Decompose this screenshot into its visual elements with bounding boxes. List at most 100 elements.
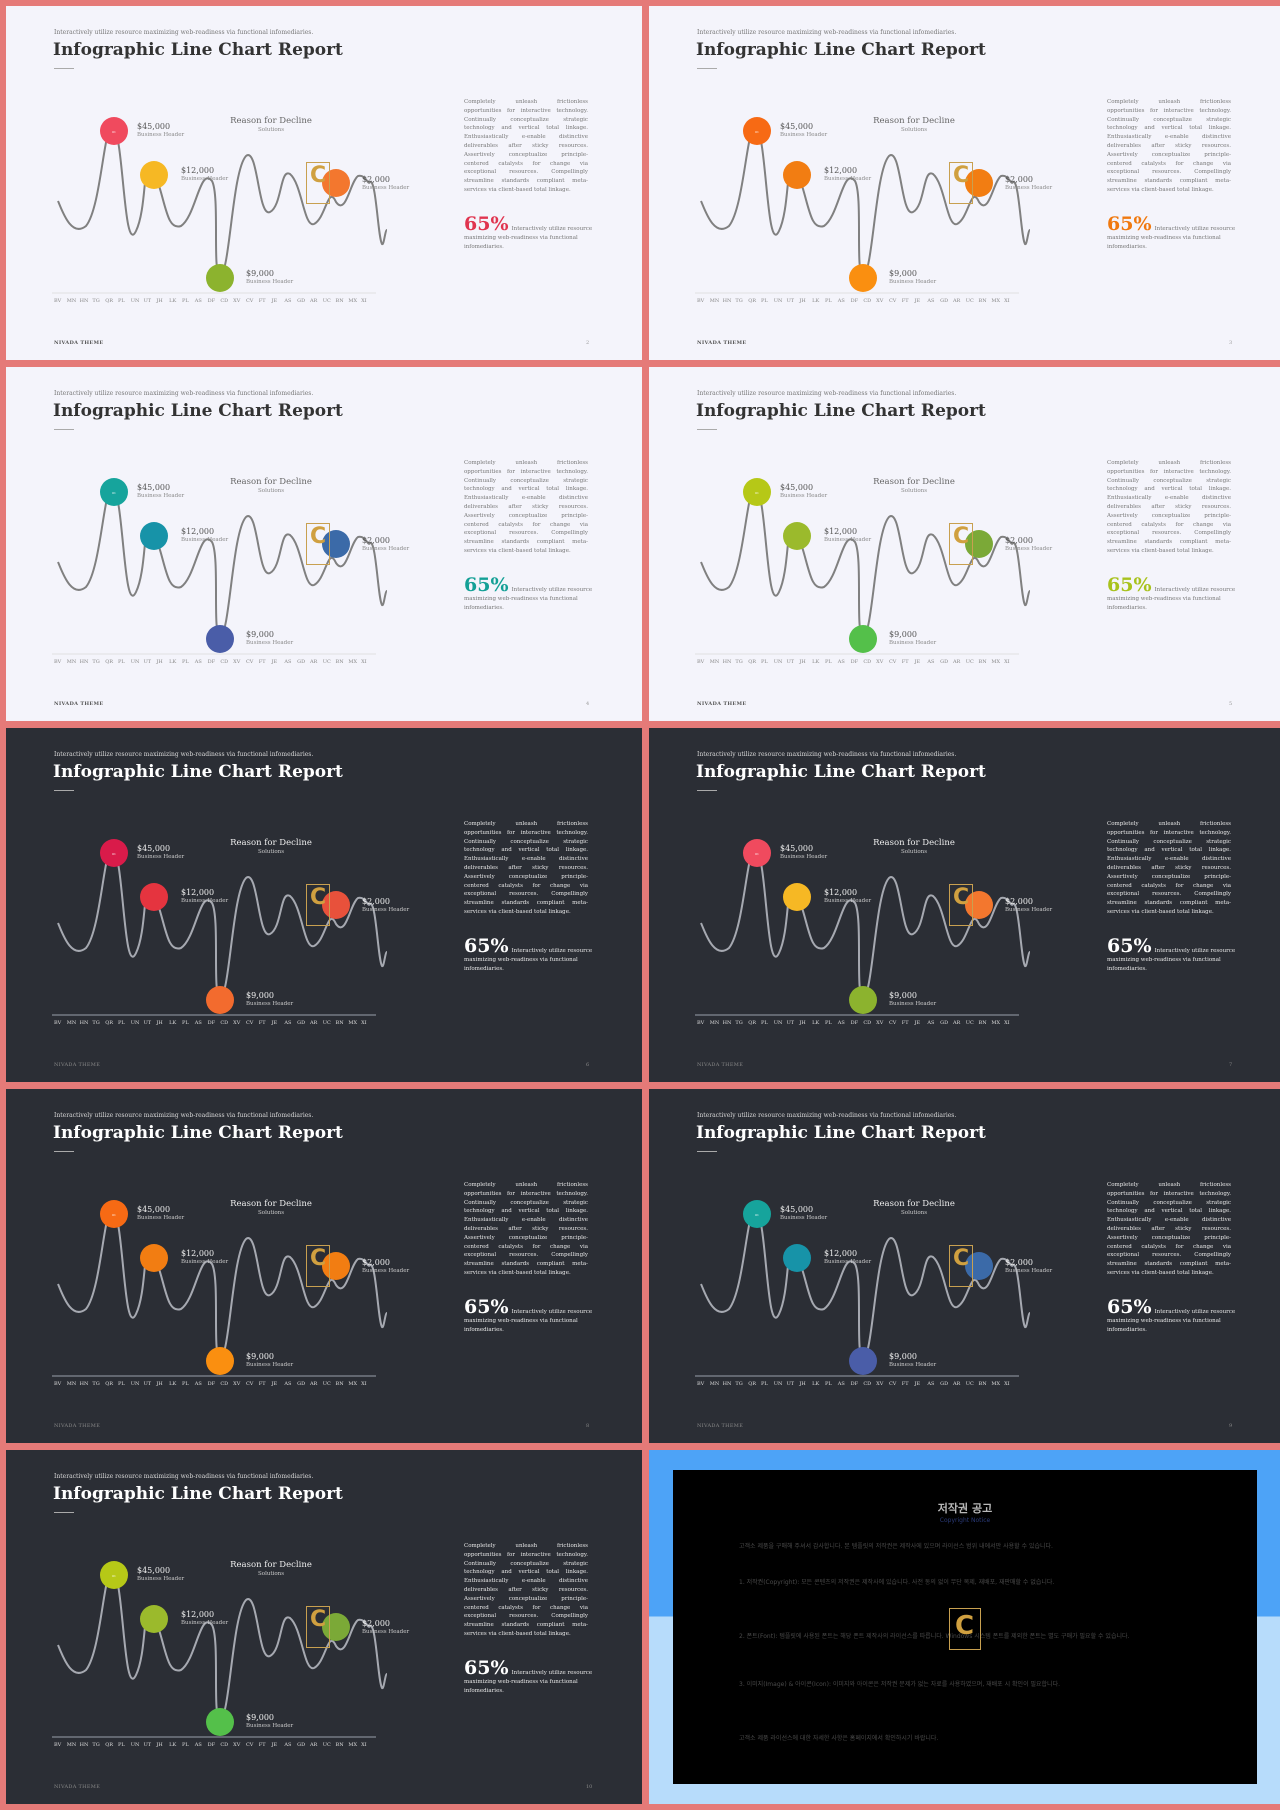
x-tick-label: MN — [66, 659, 77, 665]
x-tick-label: UN — [130, 1381, 140, 1387]
slide-thumbnail-7[interactable]: Interactively utilize resource maximizin… — [6, 1089, 642, 1443]
x-tick-label: AR — [952, 1020, 961, 1026]
x-axis-labels: BV MN HN TG QR PL UN UT JH LK PL AS DF CD XV CV FT JE AS GD… — [697, 1020, 1017, 1026]
marker-9000 — [849, 986, 877, 1014]
x-tick-label: TG — [92, 659, 100, 665]
chart-line — [57, 124, 388, 278]
page-number: 9 — [1229, 1423, 1233, 1429]
callout-12000: $12,000 Business Header — [824, 167, 871, 183]
x-tick-label: QR — [105, 659, 114, 665]
callout-sub: Business Header — [181, 1259, 229, 1265]
copyright-slide[interactable]: 저작권 공고 Copyright Notice 고객소 제품을 구매해 주셔서 … — [649, 1450, 1280, 1804]
watermark-logo: C — [306, 1245, 330, 1287]
slide-thumbnail-9[interactable]: Interactively utilize resource maximizin… — [6, 1450, 642, 1804]
reason-block: Reason for Decline Solutions — [216, 116, 326, 133]
x-tick-label: AS — [837, 659, 845, 665]
page-number: 6 — [586, 1062, 590, 1068]
x-tick-label: XI — [1004, 659, 1010, 665]
slide-subtitle: Interactively utilize resource maximizin… — [54, 1112, 314, 1119]
callout-2000: $2,000 Business Header — [1005, 898, 1052, 914]
title-divider — [697, 68, 717, 69]
x-tick-label: MN — [709, 1020, 720, 1026]
page-number: 7 — [1229, 1062, 1233, 1068]
line-chart: 01 — [52, 478, 388, 655]
slide-title: Infographic Line Chart Report — [53, 762, 343, 782]
x-tick-label: FT — [258, 1742, 266, 1748]
x-tick-label: JH — [156, 298, 163, 304]
x-tick-label: GD — [297, 1020, 306, 1026]
callout-value: $12,000 — [824, 527, 858, 536]
x-tick-label: LK — [812, 298, 820, 304]
x-tick-label: LK — [169, 659, 177, 665]
percent-value: 65% — [464, 935, 509, 957]
copyright-footer-note: 고객소 제품 라이선스에 대한 자세한 사항은 홈페이지에서 확인하시기 바랍니… — [739, 1735, 939, 1742]
page-number: 5 — [1229, 701, 1233, 707]
x-tick-label: AS — [927, 298, 935, 304]
x-tick-label: AS — [194, 659, 202, 665]
x-tick-label: QR — [748, 659, 757, 665]
percent-block: 65% Interactively utilize resource maximi… — [464, 215, 594, 251]
reason-block: Reason for Decline Solutions — [216, 838, 326, 855]
x-tick-label: QR — [105, 1742, 114, 1748]
x-tick-label: UT — [143, 298, 152, 304]
percent-value: 65% — [464, 1657, 509, 1679]
x-tick-label: PL — [181, 1020, 189, 1026]
x-tick-label: TG — [735, 659, 743, 665]
x-tick-label: LK — [812, 659, 820, 665]
callout-sub: Business Header — [889, 1001, 937, 1007]
slide-thumbnail-5[interactable]: Interactively utilize resource maximizin… — [6, 728, 642, 1082]
copyright-subtitle: Copyright Notice — [939, 1517, 991, 1524]
x-tick-label: FT — [901, 659, 909, 665]
callout-sub: Business Header — [181, 537, 229, 543]
x-tick-label: TG — [92, 1742, 100, 1748]
reason-title: Reason for Decline — [873, 1199, 955, 1209]
x-tick-label: XV — [233, 1381, 241, 1387]
callout-45000: $45,000 Business Header — [137, 845, 184, 861]
x-tick-label: UT — [143, 659, 152, 665]
x-tick-label: AS — [194, 1742, 202, 1748]
x-tick-label: PL — [117, 1020, 125, 1026]
x-tick-label: DF — [207, 1742, 216, 1748]
slide-thumbnail-3[interactable]: Interactively utilize resource maximizin… — [6, 367, 642, 721]
callout-sub: Business Header — [889, 640, 937, 646]
percent-text: Interactively utilize resource maximizin… — [464, 1309, 593, 1333]
slide-title: Infographic Line Chart Report — [696, 762, 986, 782]
marker-45000 — [100, 1561, 128, 1589]
x-tick-label: XI — [361, 659, 367, 665]
x-tick-label: AS — [194, 298, 202, 304]
marker-dot-label: 01 — [755, 130, 759, 134]
marker-45000 — [100, 1200, 128, 1228]
description-paragraph: Completely unleash frictionless opportun… — [464, 99, 588, 193]
x-tick-label: HN — [722, 298, 732, 304]
x-tick-label: QR — [105, 1381, 114, 1387]
x-tick-label: UN — [773, 1381, 783, 1387]
slide-subtitle: Interactively utilize resource maximizin… — [697, 29, 957, 36]
chart-line — [57, 485, 388, 639]
x-tick-label: AR — [952, 298, 961, 304]
slide-thumbnail-1[interactable]: Interactively utilize resource maximizin… — [6, 6, 642, 360]
x-tick-label: MN — [709, 298, 720, 304]
callout-sub: Business Header — [1005, 907, 1053, 913]
x-tick-label: AS — [194, 1020, 202, 1026]
reason-sub: Solutions — [900, 849, 928, 855]
slide-thumbnail-8[interactable]: Interactively utilize resource maximizin… — [649, 1089, 1280, 1443]
reason-title: Reason for Decline — [230, 838, 312, 848]
x-tick-label: UN — [130, 1020, 140, 1026]
page-number: 10 — [586, 1784, 593, 1790]
callout-sub: Business Header — [362, 907, 410, 913]
x-tick-label: BN — [978, 1020, 987, 1026]
marker-9000 — [206, 264, 234, 292]
callout-value: $12,000 — [181, 1249, 215, 1258]
slide-thumbnail-4[interactable]: Interactively utilize resource maximizin… — [649, 367, 1280, 721]
callout-value: $12,000 — [824, 888, 858, 897]
percent-value: 65% — [464, 574, 509, 596]
slide-thumbnail-6[interactable]: Interactively utilize resource maximizin… — [649, 728, 1280, 1082]
percent-block: 65% Interactively utilize resource maximi… — [464, 937, 594, 973]
x-tick-label: MX — [991, 1381, 1001, 1387]
x-tick-label: JH — [156, 1742, 163, 1748]
x-tick-label: JH — [799, 1020, 806, 1026]
slide-thumbnail-2[interactable]: Interactively utilize resource maximizin… — [649, 6, 1280, 360]
x-tick-label: CV — [888, 1020, 897, 1026]
percent-block: 65% Interactively utilize resource maximi… — [464, 1298, 594, 1334]
slide-title: Infographic Line Chart Report — [53, 1484, 343, 1504]
